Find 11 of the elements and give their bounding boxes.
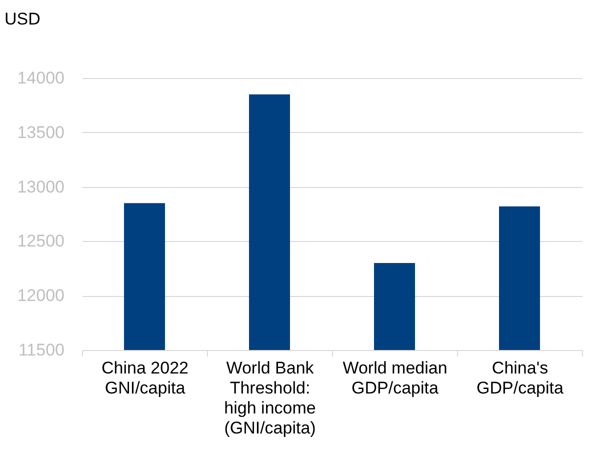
y-tick-label: 11500 [18, 340, 64, 360]
y-tick-label: 14000 [17, 68, 64, 88]
y-tick-label: 13000 [17, 177, 64, 196]
y-tick-label: 12000 [17, 286, 64, 306]
x-tick-label: China 2022 GNI/capita [102, 358, 188, 398]
x-tick-label: World median GDP/capita [342, 358, 448, 398]
y-tick-label: 13500 [17, 122, 64, 142]
x-tick-label: China's GDP/capita [476, 358, 564, 398]
x-tick-label: World Bank Threshold: high income (GNI/capita) [224, 358, 316, 438]
y-axis-title: USD [4, 10, 40, 28]
y-tick-label: 12500 [17, 232, 64, 251]
